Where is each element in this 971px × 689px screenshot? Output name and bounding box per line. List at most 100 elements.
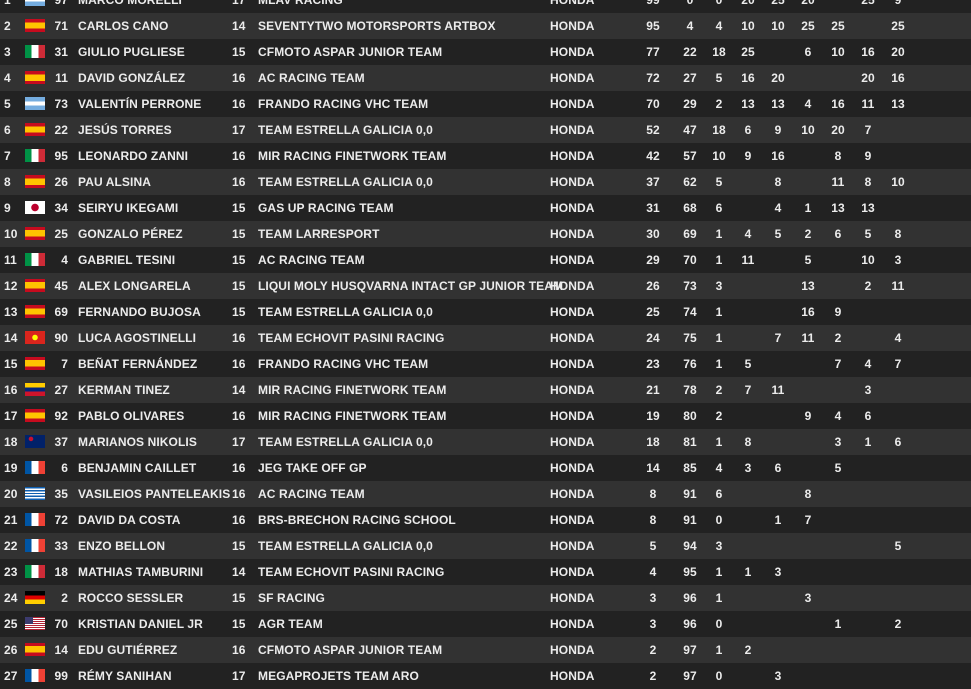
table-row[interactable]: 27 99 RÉMY SANIHAN 17 MEGAPROJETS TEAM ARO HO… (0, 663, 971, 689)
rider-number-cell: 95 (54, 149, 68, 163)
flag-es-icon (25, 643, 45, 656)
race-points-cell: 7 (744, 383, 752, 397)
bike-cell: HONDA (550, 19, 595, 33)
rider-name-cell: LEONARDO ZANNI (78, 149, 189, 163)
race-points-cell: 6 (804, 45, 812, 59)
rider-number-cell: 11 (55, 71, 68, 85)
table-row[interactable]: 8 26 PAU ALSINA 16 TEAM ESTRELLA GALICIA 0,0… (0, 169, 971, 195)
team-cell: FRANDO RACING VHC TEAM (258, 357, 429, 371)
race-points-cell: 8 (744, 435, 752, 449)
table-row[interactable]: 13 69 FERNANDO BUJOSA 15 TEAM ESTRELLA GALIC… (0, 299, 971, 325)
gap-cell: 22 (683, 45, 697, 59)
table-row[interactable]: 18 37 MARIANOS NIKOLIS 17 TEAM ESTRELLA GALI… (0, 429, 971, 455)
position-cell: 18 (4, 435, 18, 449)
team-cell: MIR RACING FINETWORK TEAM (258, 149, 447, 163)
race-points-cell: 0 (715, 617, 723, 631)
rider-name-cell: PAU ALSINA (78, 175, 151, 189)
flag-ve-icon (25, 383, 45, 396)
points-cell: 30 (646, 227, 660, 241)
gap-cell: 97 (683, 643, 697, 657)
table-row[interactable]: 19 6 BENJAMIN CAILLET 16 JEG TAKE OFF GP HOND… (0, 455, 971, 481)
flag-us-icon (25, 617, 45, 630)
table-row[interactable]: 16 27 KERMAN TINEZ 14 MIR RACING FINETWORK T… (0, 377, 971, 403)
points-cell: 21 (646, 383, 660, 397)
table-row[interactable]: 4 11 DAVID GONZÁLEZ 16 AC RACING TEAM HONDA 72… (0, 65, 971, 91)
flag-it-icon (25, 253, 45, 266)
points-cell: 23 (646, 357, 660, 371)
gap-cell: 91 (683, 487, 697, 501)
points-cell: 18 (646, 435, 660, 449)
age-cell: 15 (232, 253, 246, 267)
age-cell: 14 (232, 383, 246, 397)
rider-name-cell: MARIANOS NIKOLIS (78, 435, 197, 449)
points-cell: 42 (646, 149, 660, 163)
flag-it-icon (25, 565, 45, 578)
gap-cell: 95 (683, 565, 697, 579)
race-points-cell: 25 (861, 0, 875, 7)
table-row[interactable]: 24 2 ROCCO SESSLER 15 SF RACING HONDA 3 96 1 3 (0, 585, 971, 611)
table-row[interactable]: 26 14 EDU GUTIÉRREZ 16 CFMOTO ASPAR JUNIOR T… (0, 637, 971, 663)
bike-cell: HONDA (550, 71, 595, 85)
race-points-cell: 18 (712, 45, 726, 59)
table-row[interactable]: 10 25 GONZALO PÉREZ 15 TEAM LARRESPORT HONDA 3… (0, 221, 971, 247)
team-cell: TEAM LARRESPORT (258, 227, 380, 241)
table-row[interactable]: 12 45 ALEX LONGARELA 15 LIQUI MOLY HUSQVARNA… (0, 273, 971, 299)
table-row[interactable]: 14 90 LUCA AGOSTINELLI 16 TEAM ECHOVIT PASIN… (0, 325, 971, 351)
team-cell: TEAM ESTRELLA GALICIA 0,0 (258, 123, 433, 137)
race-points-cell: 1 (864, 435, 872, 449)
bike-cell: HONDA (550, 513, 595, 527)
flag-es-icon (25, 227, 45, 240)
table-row[interactable]: 23 18 MATHIAS TAMBURINI 14 TEAM ECHOVIT PASI… (0, 559, 971, 585)
race-points-cell: 0 (715, 669, 723, 683)
table-row[interactable]: 5 73 VALENTÍN PERRONE 16 FRANDO RACING VHC T… (0, 91, 971, 117)
race-points-cell: 3 (774, 565, 782, 579)
race-points-cell: 16 (741, 71, 755, 85)
points-cell: 72 (646, 71, 660, 85)
race-points-cell: 6 (715, 201, 723, 215)
rider-name-cell: GIULIO PUGLIESE (78, 45, 185, 59)
table-row[interactable]: 15 7 BEÑAT FERNÁNDEZ 16 FRANDO RACING VHC TE… (0, 351, 971, 377)
table-row[interactable]: 9 34 SEIRYU IKEGAMI 15 GAS UP RACING TEAM HON… (0, 195, 971, 221)
race-points-cell: 10 (831, 45, 845, 59)
race-points-cell: 9 (864, 149, 872, 163)
team-cell: JEG TAKE OFF GP (258, 461, 367, 475)
team-cell: AC RACING TEAM (258, 487, 365, 501)
flag-fr-icon (25, 513, 45, 526)
table-row[interactable]: 11 4 GABRIEL TESINI 15 AC RACING TEAM HONDA 29… (0, 247, 971, 273)
bike-cell: HONDA (550, 175, 595, 189)
table-row[interactable]: 3 31 GIULIO PUGLIESE 15 CFMOTO ASPAR JUNIOR … (0, 39, 971, 65)
age-cell: 14 (232, 19, 246, 33)
race-points-cell: 13 (861, 201, 875, 215)
table-row[interactable]: 17 92 PABLO OLIVARES 16 MIR RACING FINETWORK… (0, 403, 971, 429)
team-cell: AGR TEAM (258, 617, 323, 631)
rider-number-cell: 4 (61, 253, 68, 267)
race-points-cell: 2 (744, 643, 752, 657)
position-cell: 20 (4, 487, 18, 501)
bike-cell: HONDA (550, 97, 595, 111)
race-points-cell: 1 (715, 305, 723, 319)
race-points-cell: 9 (744, 149, 752, 163)
table-row[interactable]: 25 70 KRISTIAN DANIEL JR 15 AGR TEAM HONDA 3 96… (0, 611, 971, 637)
table-row[interactable]: 21 72 DAVID DA COSTA 16 BRS-BRECHON RACING S… (0, 507, 971, 533)
race-points-cell: 8 (894, 227, 902, 241)
position-cell: 13 (4, 305, 18, 319)
position-cell: 22 (4, 539, 18, 553)
age-cell: 15 (232, 591, 246, 605)
table-row[interactable]: 20 35 VASILEIOS PANTELEAKIS 16 AC RACING TEA… (0, 481, 971, 507)
team-cell: TEAM ESTRELLA GALICIA 0,0 (258, 539, 433, 553)
rider-name-cell: EDU GUTIÉRREZ (78, 643, 178, 657)
table-row[interactable]: 6 22 JESÚS TORRES 17 TEAM ESTRELLA GALICIA 0… (0, 117, 971, 143)
team-cell: MIR RACING FINETWORK TEAM (258, 409, 447, 423)
table-row[interactable]: 1 97 MARCO MORELLI 17 MLAV RACING HONDA 99 0 0 20… (0, 0, 971, 13)
age-cell: 15 (232, 305, 246, 319)
bike-cell: HONDA (550, 149, 595, 163)
table-row[interactable]: 2 71 CARLOS CANO 14 SEVENTYTWO MOTORSPORTS A… (0, 13, 971, 39)
table-row[interactable]: 22 33 ENZO BELLON 15 TEAM ESTRELLA GALICIA 0… (0, 533, 971, 559)
table-row[interactable]: 7 95 LEONARDO ZANNI 16 MIR RACING FINETWORK … (0, 143, 971, 169)
team-cell: GAS UP RACING TEAM (258, 201, 394, 215)
flag-es-icon (25, 409, 45, 422)
race-points-cell: 6 (834, 227, 842, 241)
position-cell: 19 (4, 461, 18, 475)
race-points-cell: 1 (715, 357, 723, 371)
flag-es-icon (25, 71, 45, 84)
